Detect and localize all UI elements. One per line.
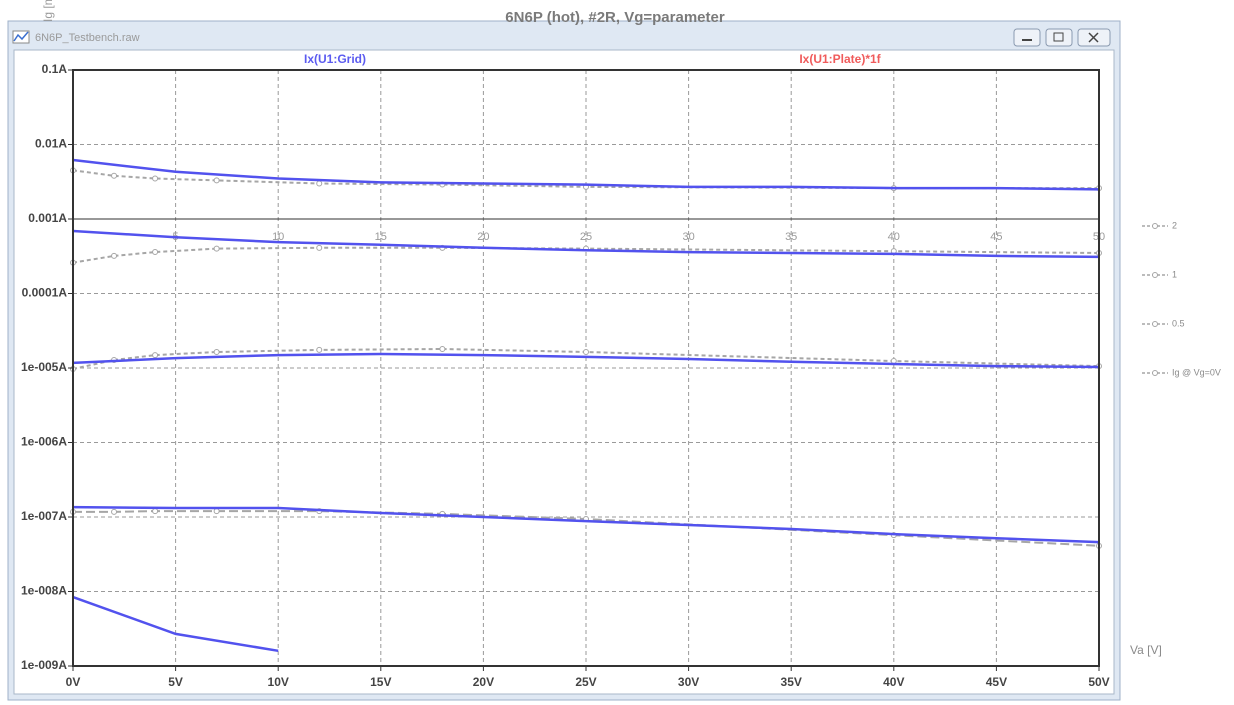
y-tick-label: 1e-007A [21, 509, 67, 523]
chart-title: 6N6P (hot), #2R, Vg=parameter [505, 9, 725, 26]
x-tick-label: 15V [370, 675, 391, 689]
x-tick-label: 35V [781, 675, 802, 689]
overlay-tick-label: 30 [682, 231, 694, 243]
overlay-tick-label: 25 [580, 231, 592, 243]
series-marker [111, 252, 118, 259]
legend-marker [1152, 370, 1158, 376]
axes: 0V 5V 10V 15V 20V 25V 30V 35V 40V 45V 50V 0.1A 0.01A… [21, 62, 1110, 689]
series-marker [316, 180, 323, 187]
overlay-tick-label: 10 [272, 231, 284, 243]
y-tick-label: 0.001A [28, 211, 67, 225]
series-marker [213, 177, 220, 184]
x-tick-label: 45V [986, 675, 1007, 689]
trace-line [72, 505, 1100, 544]
x-tick-label: 10V [268, 675, 289, 689]
legend-marker [1152, 223, 1158, 229]
legend-marker [1152, 321, 1158, 327]
series-marker [316, 244, 323, 251]
y-tick-label: 0.1A [42, 62, 68, 76]
y-axis-label: Ig [mA [41, 0, 55, 22]
x-axis-label: Va [V] [1130, 643, 1162, 657]
trace-label: Ix(U1:Plate)*1f [799, 52, 881, 66]
overlay-tick-label: 15 [375, 231, 387, 243]
minimize-button[interactable] [1013, 28, 1041, 47]
trace-line [72, 158, 1100, 191]
y-tick-label: 1e-005A [21, 360, 67, 374]
legend-label: 2 [1172, 220, 1177, 230]
x-tick-label: 0V [66, 675, 81, 689]
series-marker [213, 245, 220, 252]
window-title: 6N6P_Testbench.raw [35, 32, 140, 44]
window-buttons [1013, 28, 1111, 47]
series-marker [111, 508, 118, 515]
series-marker [152, 352, 159, 359]
legend-label: 1 [1172, 269, 1177, 279]
x-tick-label: 25V [575, 675, 596, 689]
series-marker [111, 172, 118, 179]
x-tick-label: 50V [1088, 675, 1109, 689]
traces [72, 158, 1100, 653]
legend-label: Ig @ Vg=0V [1172, 367, 1221, 377]
overlay-tick-label: 45 [990, 231, 1002, 243]
legend: 2 1 0.5 Ig @ Vg=0V [1142, 220, 1221, 377]
legend-marker [1152, 272, 1158, 278]
y-tick-label: 0.0001A [22, 286, 68, 300]
series-marker [213, 348, 220, 355]
overlay-tick-label: 40 [888, 231, 900, 243]
x-tick-label: 30V [678, 675, 699, 689]
y-tick-label: 1e-008A [21, 584, 67, 598]
y-tick-label: 0.01A [35, 137, 67, 151]
legend-label: 0.5 [1172, 318, 1185, 328]
series-marker [152, 175, 159, 182]
restore-button[interactable] [1045, 28, 1073, 47]
series-marker [152, 508, 159, 515]
overlay-tick-label: 20 [477, 231, 489, 243]
y-tick-label: 1e-006A [21, 435, 67, 449]
x-tick-label: 20V [473, 675, 494, 689]
y-tick-label: 1e-009A [21, 658, 67, 672]
series-marker [316, 346, 323, 353]
window-icon [12, 30, 30, 44]
x-tick-label: 5V [168, 675, 183, 689]
trace-line [72, 352, 1100, 369]
trace-line [72, 595, 279, 653]
series-marker [439, 345, 446, 352]
series-marker [213, 508, 220, 515]
x-tick-label: 40V [883, 675, 904, 689]
trace-label: Ix(U1:Grid) [304, 52, 366, 66]
series-marker [583, 348, 589, 355]
trace-line [72, 229, 1100, 259]
overlay-tick-label: 35 [785, 231, 797, 243]
series-marker [152, 249, 159, 256]
